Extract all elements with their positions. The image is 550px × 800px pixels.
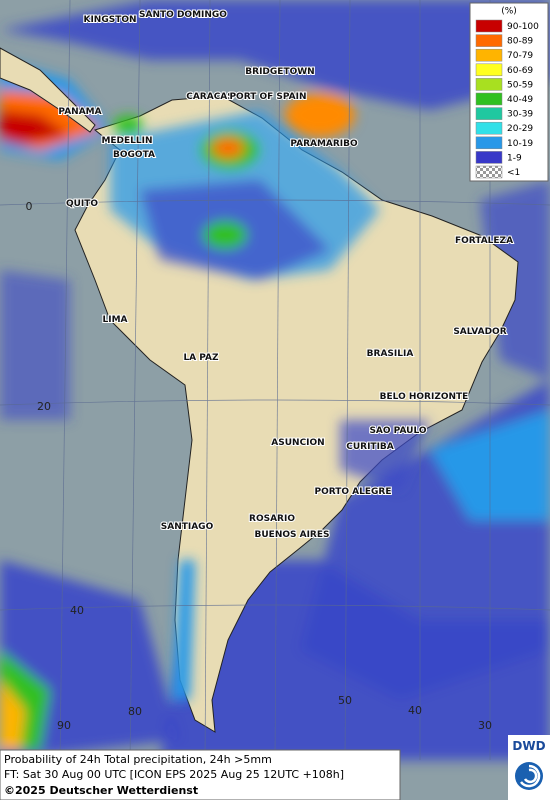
legend-swatch (475, 107, 503, 120)
legend-swatch (475, 34, 503, 47)
graticule-label: 40 (70, 604, 84, 617)
footer-box (0, 749, 401, 800)
city-label: KINGSTON (83, 15, 136, 25)
legend-label: 90-100 (507, 22, 539, 32)
legend-label: 10-19 (507, 139, 533, 149)
city-label: PORTO ALEGRE (314, 487, 391, 497)
city-label: PARAMARIBO (290, 139, 358, 149)
logo-swirl (520, 764, 541, 788)
city-label: BUENOS AIRES (255, 530, 330, 540)
precip-ocean (0, 0, 550, 760)
legend-label: 60-69 (507, 66, 533, 76)
legend-swatch (475, 151, 503, 164)
graticule-label: 40 (408, 704, 422, 717)
legend-label: 80-89 (507, 37, 533, 47)
city-label: BRASILIA (367, 349, 414, 359)
city-label: BRIDGETOWN (245, 67, 314, 77)
legend-label: 30-39 (507, 110, 533, 120)
footer-copyright: ©2025 Deutscher Wetterdienst (4, 784, 198, 797)
legend-swatch (475, 92, 503, 106)
footer-line1: Probability of 24h Total precipitation, … (4, 753, 272, 766)
graticule-label: 20 (37, 400, 51, 413)
legend-label: 1-9 (507, 153, 522, 163)
city-label: PORT OF SPAIN (229, 92, 306, 102)
graticule-label: 0 (26, 200, 33, 213)
central-america (0, 47, 96, 133)
city-label: FORTALEZA (455, 236, 513, 246)
legend-label: 40-49 (507, 95, 533, 105)
graticule-label: 30 (478, 719, 492, 732)
legend-swatch (475, 136, 503, 150)
city-label: PANAMA (58, 107, 101, 117)
city-label: ASUNCION (271, 438, 324, 448)
graticule-label: 90 (57, 719, 71, 732)
graticule-label: 50 (338, 694, 352, 707)
graticule-label: 80 (128, 705, 142, 718)
legend-label: <1 (507, 168, 520, 178)
city-label: SANTIAGO (161, 522, 214, 532)
legend-label: 70-79 (507, 51, 533, 61)
city-label: SALVADOR (453, 327, 506, 337)
city-label: ROSARIO (249, 514, 295, 524)
city-label: LIMA (102, 315, 127, 325)
legend-label: 20-29 (507, 124, 533, 134)
city-label: BELO HORIZONTE (380, 392, 469, 402)
city-label: CURITIBA (346, 442, 394, 452)
footer-line2: FT: Sat 30 Aug 00 UTC [ICON EPS 2025 Aug… (4, 768, 344, 781)
city-label: CARACAS (186, 92, 234, 102)
legend-label: 50-59 (507, 80, 533, 90)
city-label: MEDELLIN (101, 136, 152, 146)
graticule (0, 0, 550, 761)
city-label: QUITO (66, 199, 98, 209)
legend-title: (%) (501, 7, 517, 17)
legend-swatch (475, 63, 503, 77)
city-label: BOGOTA (113, 150, 155, 160)
legend-swatch (475, 78, 503, 91)
precip-land (110, 110, 430, 700)
legend-swatch (475, 165, 503, 179)
legend-swatch (475, 121, 503, 135)
legend-swatch (475, 19, 503, 33)
logo: DWD (512, 739, 545, 753)
city-label: LA PAZ (183, 353, 219, 363)
city-label: SANTO DOMINGO (139, 10, 227, 20)
city-label: SAO PAULO (369, 426, 426, 436)
legend-swatch (475, 48, 503, 62)
